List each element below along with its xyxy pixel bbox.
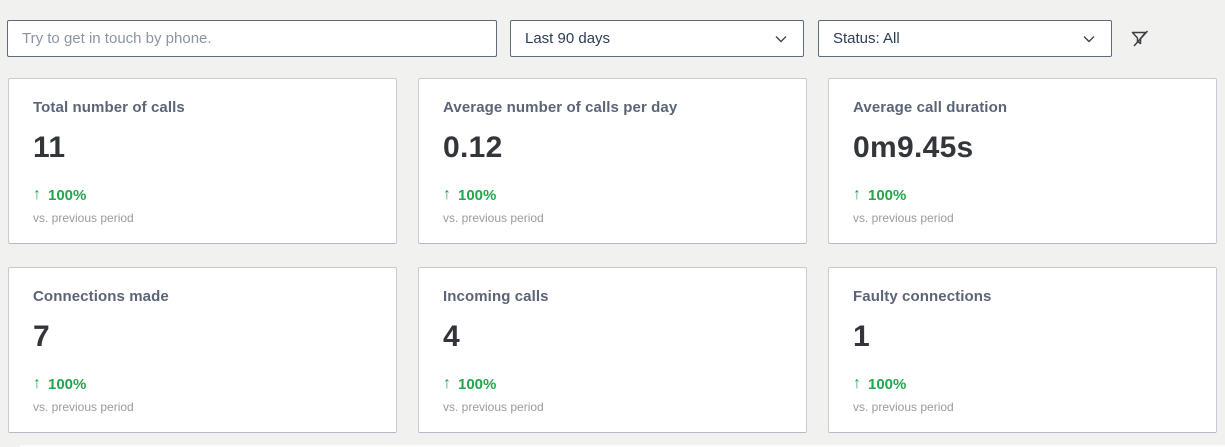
comparison-label: vs. previous period	[853, 211, 954, 225]
delta-percentage: 100%	[868, 186, 907, 204]
comparison-label: vs. previous period	[443, 211, 544, 225]
up-arrow-icon: ↑	[853, 186, 861, 203]
card-title: Average number of calls per day	[443, 99, 678, 116]
comparison-label: vs. previous period	[33, 211, 134, 225]
card-title: Average call duration	[853, 99, 1008, 116]
up-arrow-icon: ↑	[443, 186, 451, 203]
card-delta: ↑ 100%	[443, 375, 496, 393]
card-delta: ↑ 100%	[443, 186, 496, 204]
stat-card-incoming-calls: Incoming calls 4 ↑ 100% vs. previous per…	[418, 267, 807, 433]
card-value: 1	[853, 320, 870, 353]
card-title: Incoming calls	[443, 288, 549, 305]
comparison-label: vs. previous period	[853, 400, 954, 414]
card-value: 0m9.45s	[853, 131, 974, 164]
card-value: 7	[33, 320, 50, 353]
status-select[interactable]: Status: All	[818, 20, 1112, 57]
card-delta: ↑ 100%	[33, 186, 86, 204]
up-arrow-icon: ↑	[33, 186, 41, 203]
stat-card-connections-made: Connections made 7 ↑ 100% vs. previous p…	[8, 267, 397, 433]
search-input[interactable]	[7, 20, 497, 57]
clear-filters-button[interactable]	[1126, 25, 1154, 53]
delta-percentage: 100%	[48, 186, 87, 204]
partial-next-section-edge	[20, 445, 1225, 447]
stat-card-avg-calls-per-day: Average number of calls per day 0.12 ↑ 1…	[418, 78, 807, 244]
status-select-value: Status: All	[833, 30, 900, 47]
chevron-down-icon	[775, 35, 787, 42]
up-arrow-icon: ↑	[853, 375, 861, 392]
date-range-select-value: Last 90 days	[525, 30, 611, 47]
card-value: 4	[443, 320, 460, 353]
card-value: 11	[33, 131, 66, 164]
delta-percentage: 100%	[48, 375, 87, 393]
comparison-label: vs. previous period	[443, 400, 544, 414]
card-title: Faulty connections	[853, 288, 992, 305]
chevron-down-icon	[1083, 35, 1095, 42]
delta-percentage: 100%	[458, 186, 497, 204]
filter-off-icon	[1131, 30, 1149, 47]
delta-percentage: 100%	[868, 375, 907, 393]
card-delta: ↑ 100%	[33, 375, 86, 393]
stat-card-total-calls: Total number of calls 11 ↑ 100% vs. prev…	[8, 78, 397, 244]
stats-grid: Total number of calls 11 ↑ 100% vs. prev…	[8, 78, 1217, 433]
card-delta: ↑ 100%	[853, 186, 906, 204]
card-value: 0.12	[443, 131, 503, 164]
date-range-select[interactable]: Last 90 days	[510, 20, 804, 57]
delta-percentage: 100%	[458, 375, 497, 393]
filters-toolbar: Last 90 days Status: All	[0, 0, 1225, 70]
stat-card-avg-call-duration: Average call duration 0m9.45s ↑ 100% vs.…	[828, 78, 1217, 244]
stat-card-faulty-connections: Faulty connections 1 ↑ 100% vs. previous…	[828, 267, 1217, 433]
up-arrow-icon: ↑	[443, 375, 451, 392]
card-title: Total number of calls	[33, 99, 185, 116]
card-title: Connections made	[33, 288, 169, 305]
up-arrow-icon: ↑	[33, 375, 41, 392]
card-delta: ↑ 100%	[853, 375, 906, 393]
comparison-label: vs. previous period	[33, 400, 134, 414]
